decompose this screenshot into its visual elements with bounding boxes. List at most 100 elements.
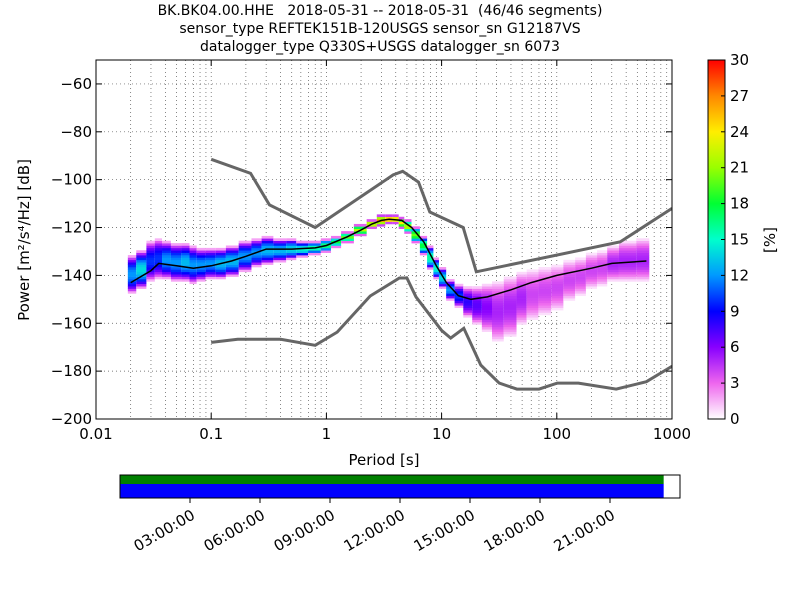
psd-cell [433,274,439,277]
psd-cell [538,307,552,311]
psd-cell [273,240,287,244]
psd-cell [261,235,274,239]
psd-cell [170,274,182,277]
psd-cell [492,331,504,335]
psd-cell [575,283,586,287]
psd-cell [446,290,455,294]
psd-cell [181,269,190,273]
psd-cell [146,276,155,280]
psd-cell [575,259,586,263]
psd-cell [585,269,598,273]
psd-cell [503,278,517,282]
psd-cell [607,250,619,253]
psd-cell [492,288,504,292]
y-tick-label: −180 [51,362,92,380]
psd-cell [503,331,517,335]
psd-cell [492,286,504,289]
psd-cell [585,274,598,277]
psd-cell [127,262,137,265]
psd-cell [136,276,147,280]
psd-cell [251,240,262,244]
psd-cell [136,257,147,261]
psd-cell [538,298,552,301]
psd-cell [636,267,650,270]
x-tick-label: 0.1 [199,425,223,443]
psd-cell [404,219,412,222]
psd-cell [463,307,473,311]
psd-cell [181,271,190,275]
psd-cell [597,250,608,253]
psd-cell [189,281,197,285]
psd-cell [618,271,637,275]
psd-cell [238,257,252,261]
psd-cell [636,271,650,275]
psd-cell [404,226,412,230]
psd-cell [215,255,226,258]
y-tick-label: −120 [51,219,92,237]
psd-cell [181,278,190,282]
psd-cell [366,223,377,227]
psd-cell [481,286,493,289]
psd-cell [341,231,354,234]
psd-cell [618,269,637,273]
psd-cell [575,281,586,285]
psd-cell [575,278,586,282]
psd-cell [472,290,482,294]
psd-cell [607,267,619,270]
chart-title-line-2: sensor_type REFTEK151B-120USGS sensor_sn… [179,21,581,37]
psd-cell [503,314,517,318]
psd-cell [225,271,239,275]
coverage-tick-label: 15:00:00 [411,506,478,555]
psd-cell [454,290,464,294]
psd-cell [481,300,493,304]
psd-cell [563,274,576,277]
psd-cell [127,259,137,263]
psd-cell [492,314,504,318]
coverage-tick-label: 12:00:00 [341,506,408,555]
psd-cell [251,252,262,256]
psd-cell [225,262,239,265]
psd-cell [503,319,517,323]
psd-cell [618,278,637,282]
psd-cell [273,257,287,261]
psd-cell [607,257,619,261]
psd-cell [438,278,447,282]
psd-cell [607,276,619,280]
psd-cell [516,305,527,309]
psd-cell [205,269,216,273]
psd-cell [551,300,564,304]
psd-cell [427,245,434,249]
psd-cell [238,262,252,265]
psd-cell [136,252,147,256]
psd-cell [503,324,517,328]
x-tick-label: 10 [432,425,451,443]
psd-cell [538,271,552,275]
psd-cell [251,247,262,251]
psd-cell [492,336,504,340]
psd-cell [472,293,482,297]
psd-cell [170,276,182,280]
psd-cell [538,302,552,306]
psd-cell [205,271,216,275]
psd-cell [353,226,367,230]
psd-cell [618,264,637,268]
psd-cell [636,252,650,256]
psd-cell [433,276,439,280]
psd-cell [597,267,608,270]
psd-cell [492,283,504,287]
psd-cell [636,245,650,249]
psd-cell [563,267,576,270]
psd-cell [154,276,163,280]
psd-cell [181,259,190,263]
psd-cell [225,269,239,273]
psd-cell [607,278,619,282]
psd-cell [427,262,434,265]
psd-cell [636,276,650,280]
psd-cell [526,305,539,309]
psd-cell [205,247,216,251]
psd-cell [392,216,399,220]
psd-cell [481,305,493,309]
psd-cell [575,271,586,275]
psd-cell [238,247,252,251]
psd-cell [526,283,539,287]
